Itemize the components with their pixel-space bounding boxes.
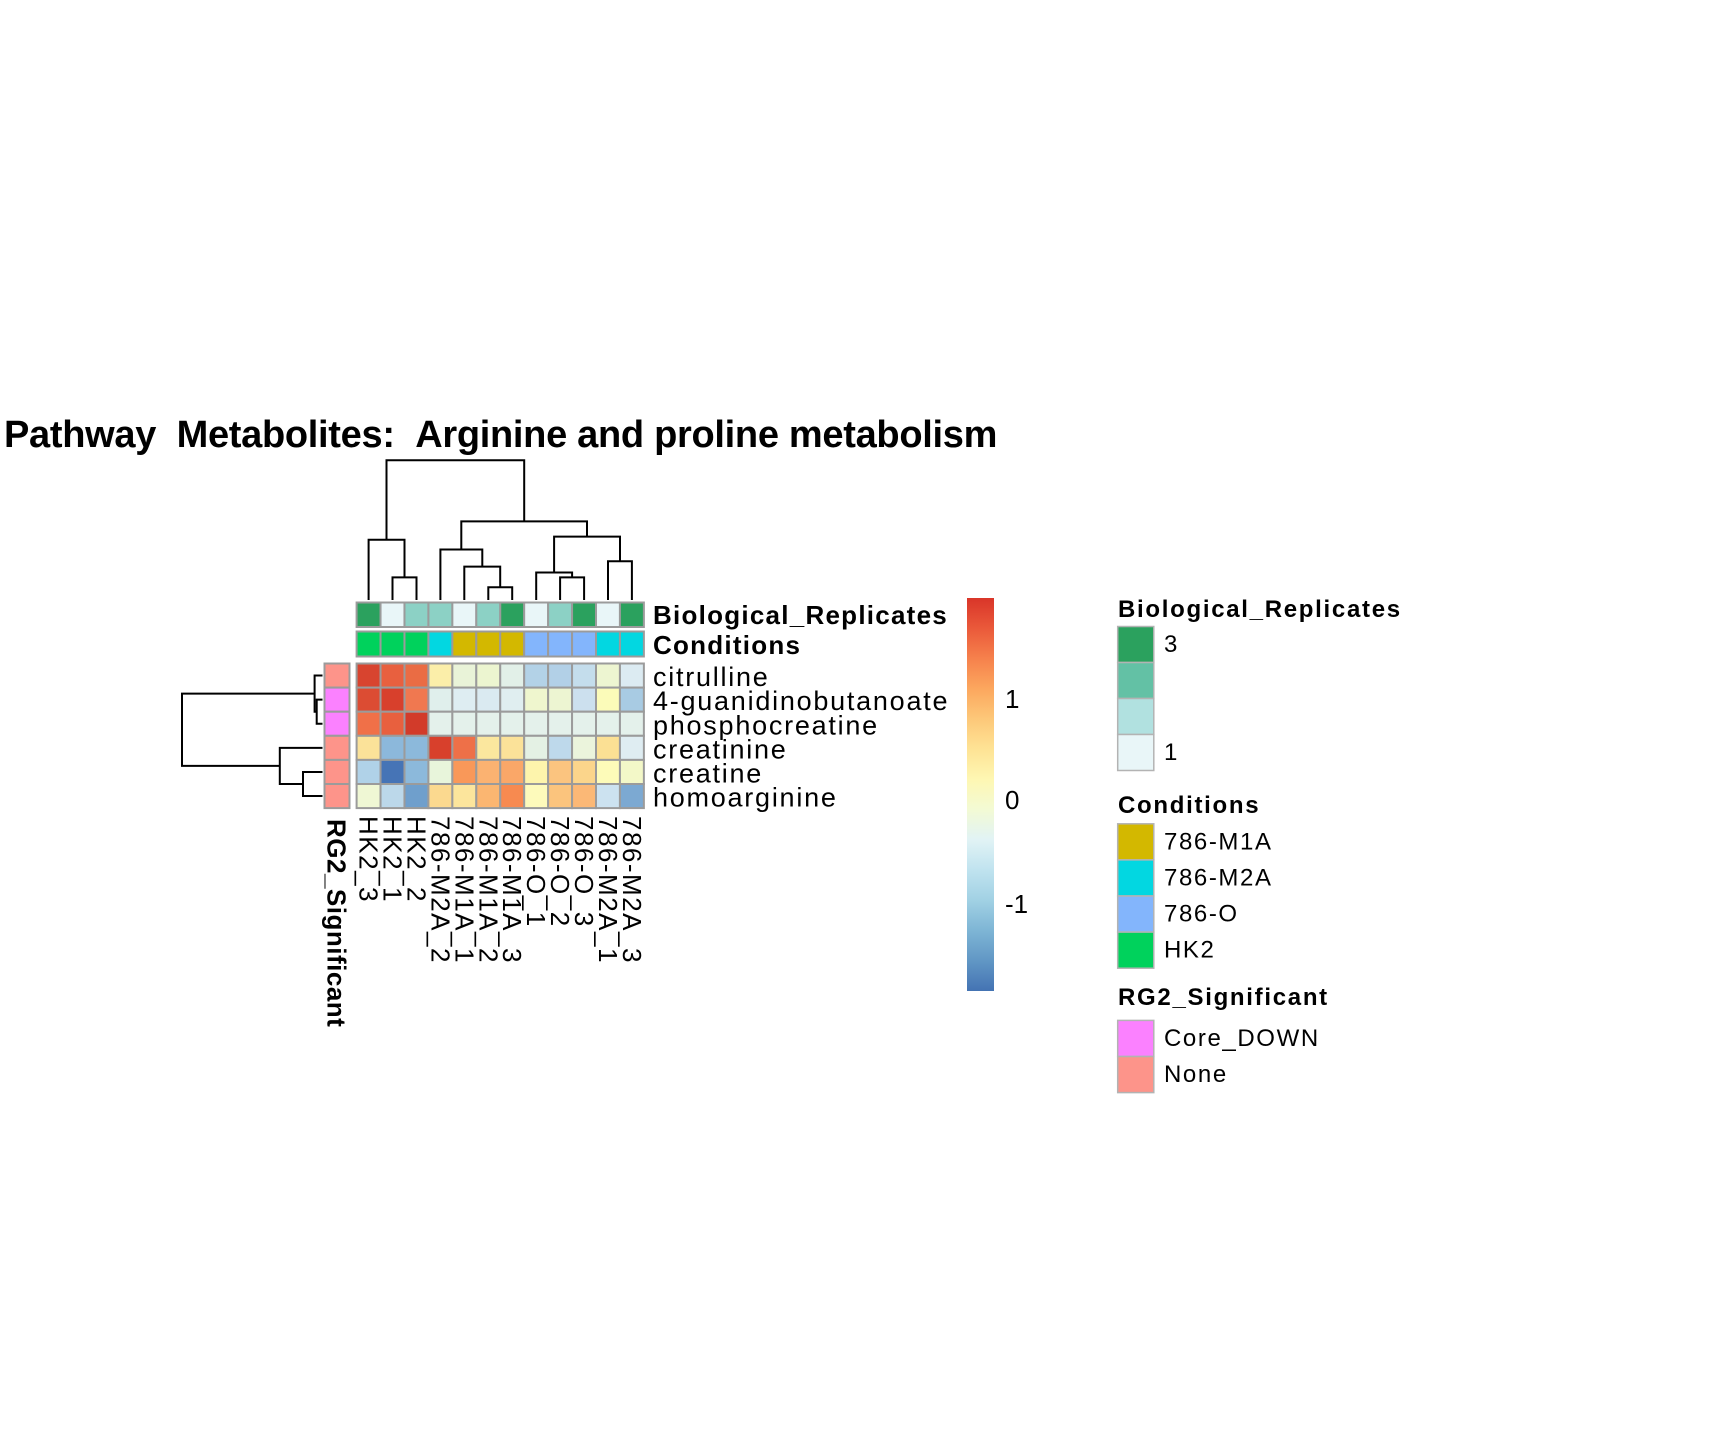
svg-text:-1: -1 — [1005, 889, 1028, 919]
svg-text:3: 3 — [1164, 631, 1177, 658]
svg-text:None: None — [1164, 1061, 1228, 1088]
svg-text:786-M2A_3: 786-M2A_3 — [617, 816, 647, 964]
svg-text:786-O_1: 786-O_1 — [521, 816, 551, 928]
svg-text:4-guanidinobutanoate: 4-guanidinobutanoate — [653, 686, 949, 716]
svg-text:786-O_2: 786-O_2 — [545, 816, 575, 928]
svg-text:creatine: creatine — [653, 758, 763, 788]
svg-text:Core_DOWN: Core_DOWN — [1164, 1025, 1320, 1052]
svg-text:phosphocreatine: phosphocreatine — [653, 710, 879, 740]
svg-text:HK2: HK2 — [1164, 937, 1216, 964]
svg-text:786-M1A_2: 786-M1A_2 — [473, 816, 503, 964]
svg-text:HK2_2: HK2_2 — [401, 816, 431, 903]
svg-text:Biological_Replicates: Biological_Replicates — [653, 600, 948, 630]
svg-text:0: 0 — [1005, 785, 1019, 815]
svg-text:786-M1A: 786-M1A — [1164, 828, 1273, 855]
svg-text:786-O_3: 786-O_3 — [569, 816, 599, 928]
svg-text:RG2_Significant: RG2_Significant — [322, 819, 352, 1027]
svg-text:Conditions: Conditions — [653, 630, 801, 660]
svg-text:1: 1 — [1164, 739, 1177, 766]
svg-text:1: 1 — [1005, 684, 1019, 714]
svg-text:786-M2A: 786-M2A — [1164, 864, 1273, 891]
svg-text:786-O: 786-O — [1164, 901, 1239, 928]
svg-text:homoarginine: homoarginine — [653, 783, 838, 813]
svg-text:786-M1A_1: 786-M1A_1 — [449, 816, 479, 964]
svg-text:HK2_1: HK2_1 — [378, 816, 408, 903]
svg-text:citrulline: citrulline — [653, 662, 770, 692]
svg-text:786-M1A_3: 786-M1A_3 — [497, 816, 527, 964]
svg-text:786-M2A_1: 786-M2A_1 — [593, 816, 623, 964]
svg-text:Pathway Metabolites: Arginin: Pathway Metabolites: Arginine and prolin… — [4, 414, 997, 456]
svg-text:Biological_Replicates: Biological_Replicates — [1118, 596, 1402, 623]
svg-text:HK2_3: HK2_3 — [354, 816, 384, 903]
svg-text:creatinine: creatinine — [653, 734, 788, 764]
svg-text:Conditions: Conditions — [1118, 792, 1260, 819]
svg-text:RG2_Significant: RG2_Significant — [1118, 984, 1329, 1011]
svg-text:786-M2A_2: 786-M2A_2 — [425, 816, 455, 964]
